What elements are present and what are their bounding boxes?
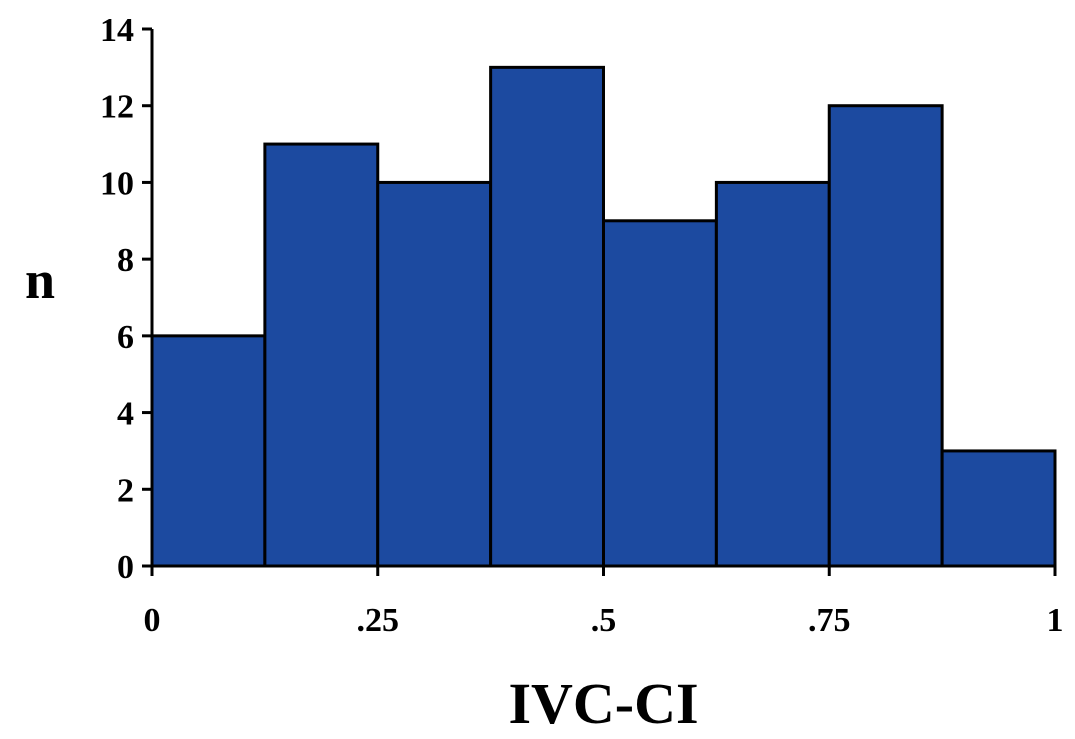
histogram-bar-1 — [150, 334, 267, 568]
x-tick-label: .5 — [591, 602, 617, 639]
histogram-bar-8 — [940, 449, 1057, 568]
bars-layer — [150, 65, 1057, 568]
x-tick-label: 1 — [1047, 602, 1064, 639]
y-tick-label: 14 — [100, 12, 134, 49]
histogram-bar-3 — [376, 180, 493, 568]
histogram-bar-2 — [263, 142, 380, 568]
y-tick-label: 12 — [100, 89, 134, 126]
x-tick-label: .25 — [357, 602, 400, 639]
x-tick-label: .75 — [808, 602, 851, 639]
histogram-bar-5 — [602, 219, 718, 568]
histogram-bar-7 — [827, 104, 944, 568]
histogram-bar-6 — [714, 180, 831, 568]
y-tick-label: 8 — [117, 242, 134, 279]
x-ticks-layer: 0 .25 .5 .75 1 — [144, 566, 1064, 639]
y-tick-label: 2 — [117, 472, 134, 509]
y-tick-label: 0 — [117, 549, 134, 586]
x-tick-label: 0 — [144, 602, 161, 639]
y-tick-label: 4 — [117, 396, 134, 433]
y-ticks-layer: 0 2 4 6 8 10 12 14 — [100, 12, 152, 586]
y-axis-title: n — [25, 250, 55, 310]
histogram-bar-4 — [489, 65, 605, 568]
y-tick-label: 10 — [100, 165, 134, 202]
x-axis-title: IVC-CI — [508, 671, 698, 736]
y-tick-label: 6 — [117, 319, 134, 356]
